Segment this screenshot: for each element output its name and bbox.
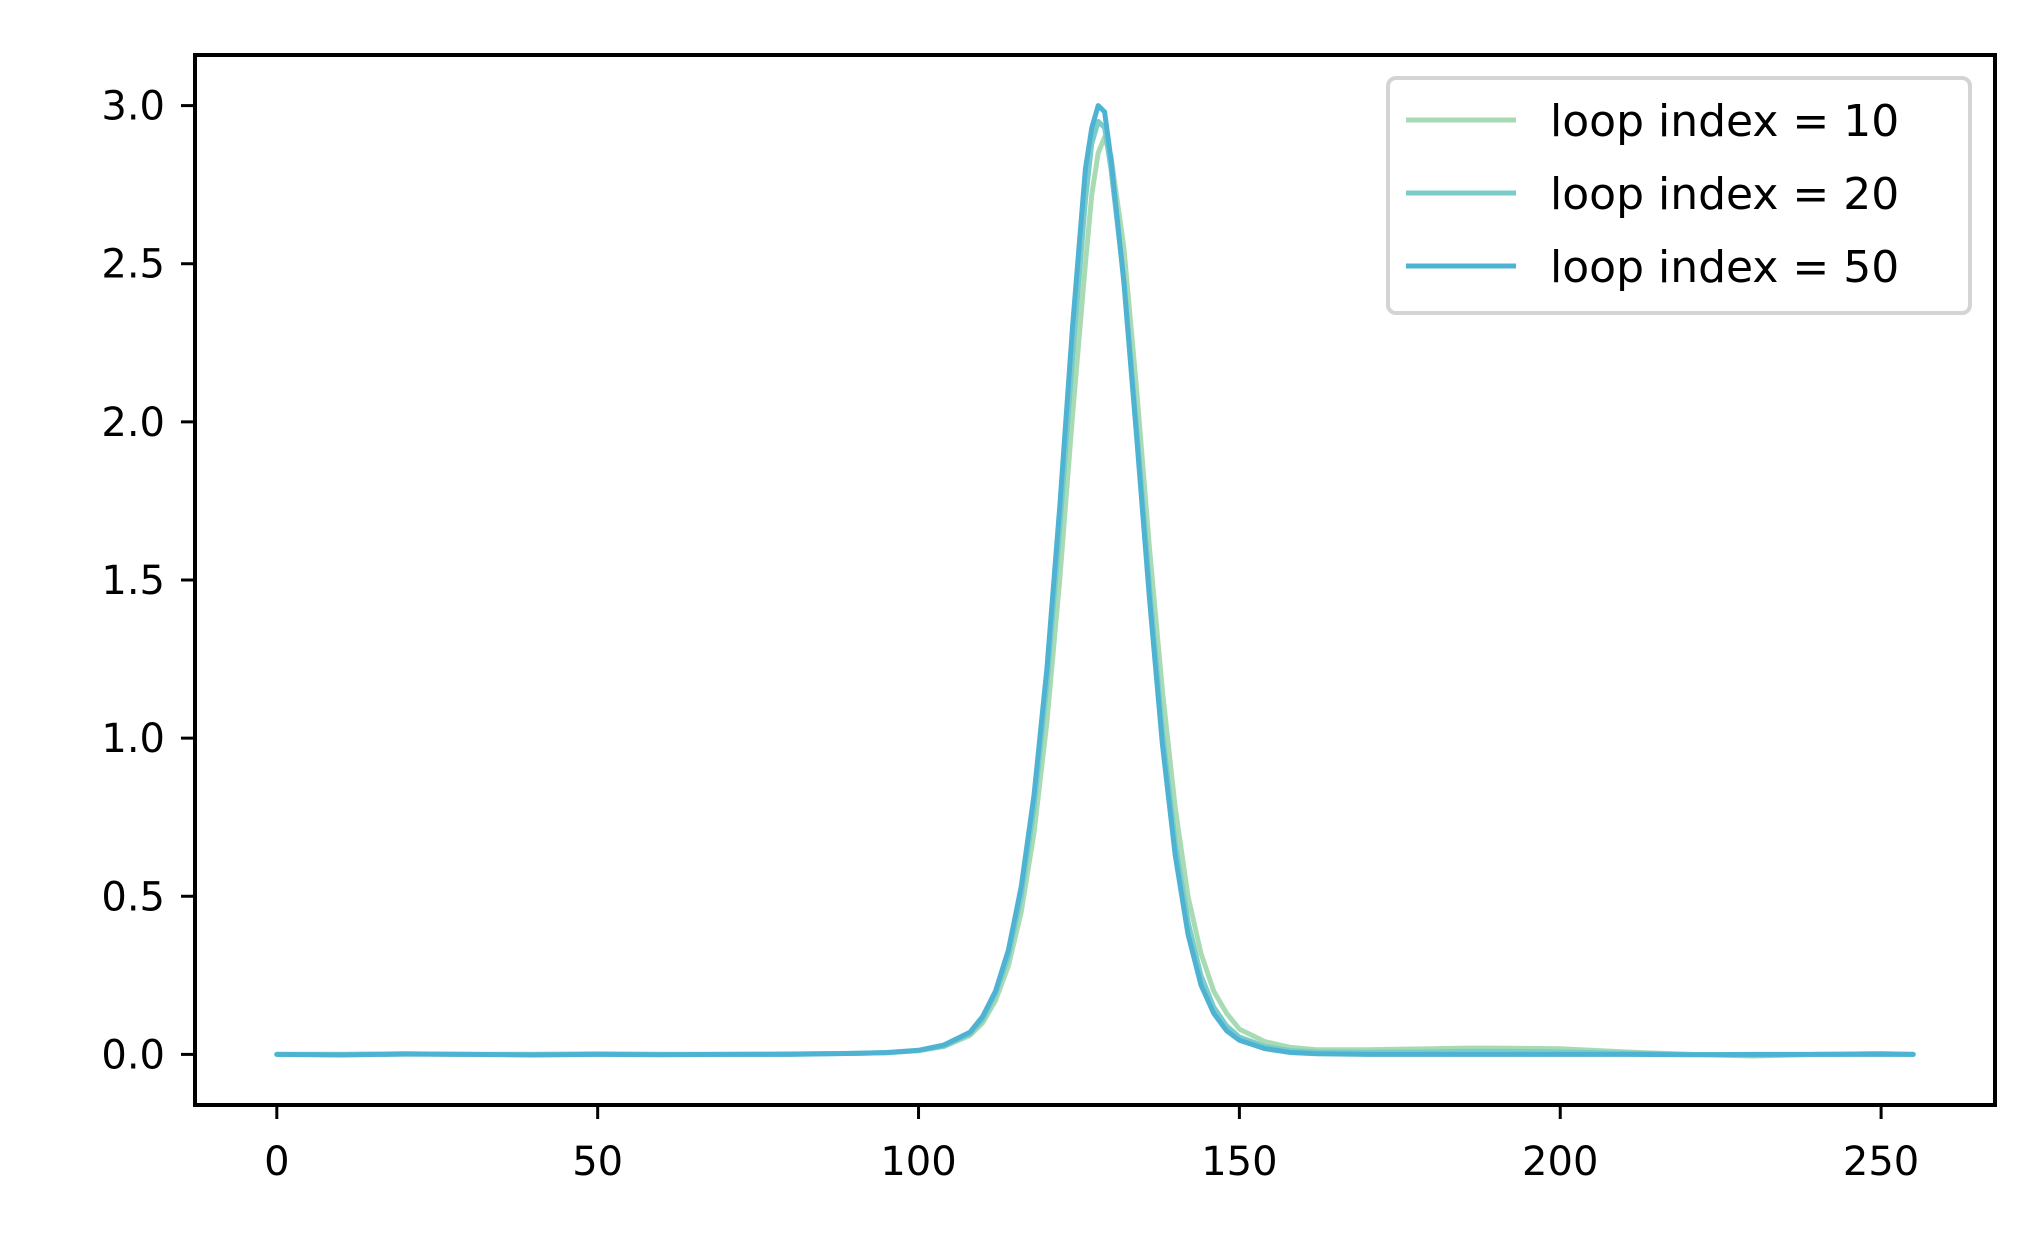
legend-box — [1386, 76, 1972, 315]
y-tick-label: 2.0 — [101, 400, 165, 446]
series-line-3 — [274, 103, 1916, 1058]
legend-label: loop index = 10 — [1550, 96, 1899, 147]
plot-frame — [193, 53, 1997, 1107]
y-tick-label: 1.0 — [101, 716, 165, 762]
legend-label: loop index = 20 — [1550, 169, 1899, 220]
x-tick-label: 250 — [1843, 1139, 1919, 1185]
y-axis: 0.0 0.5 1.0 1.5 2.0 2.5 3.0 — [101, 84, 195, 1078]
x-tick-label: 50 — [572, 1139, 623, 1185]
y-tick-label: 3.0 — [101, 84, 165, 130]
y-tick-label: 0.5 — [101, 874, 165, 920]
x-tick-label: 200 — [1522, 1139, 1598, 1185]
x-tick-label: 100 — [880, 1139, 956, 1185]
y-tick-label: 2.5 — [101, 242, 165, 288]
x-axis: 0 50 100 150 200 250 — [264, 1105, 1919, 1185]
legend: loop index = 10 loop index = 20 loop index… — [1386, 76, 1972, 315]
y-tick-label: 1.5 — [101, 558, 165, 604]
legend-label: loop index = 50 — [1550, 242, 1899, 293]
x-tick-label: 150 — [1201, 1139, 1277, 1185]
y-tick-label: 0.0 — [101, 1032, 165, 1078]
series-lines — [274, 103, 1916, 1059]
x-tick-label: 0 — [264, 1139, 289, 1185]
